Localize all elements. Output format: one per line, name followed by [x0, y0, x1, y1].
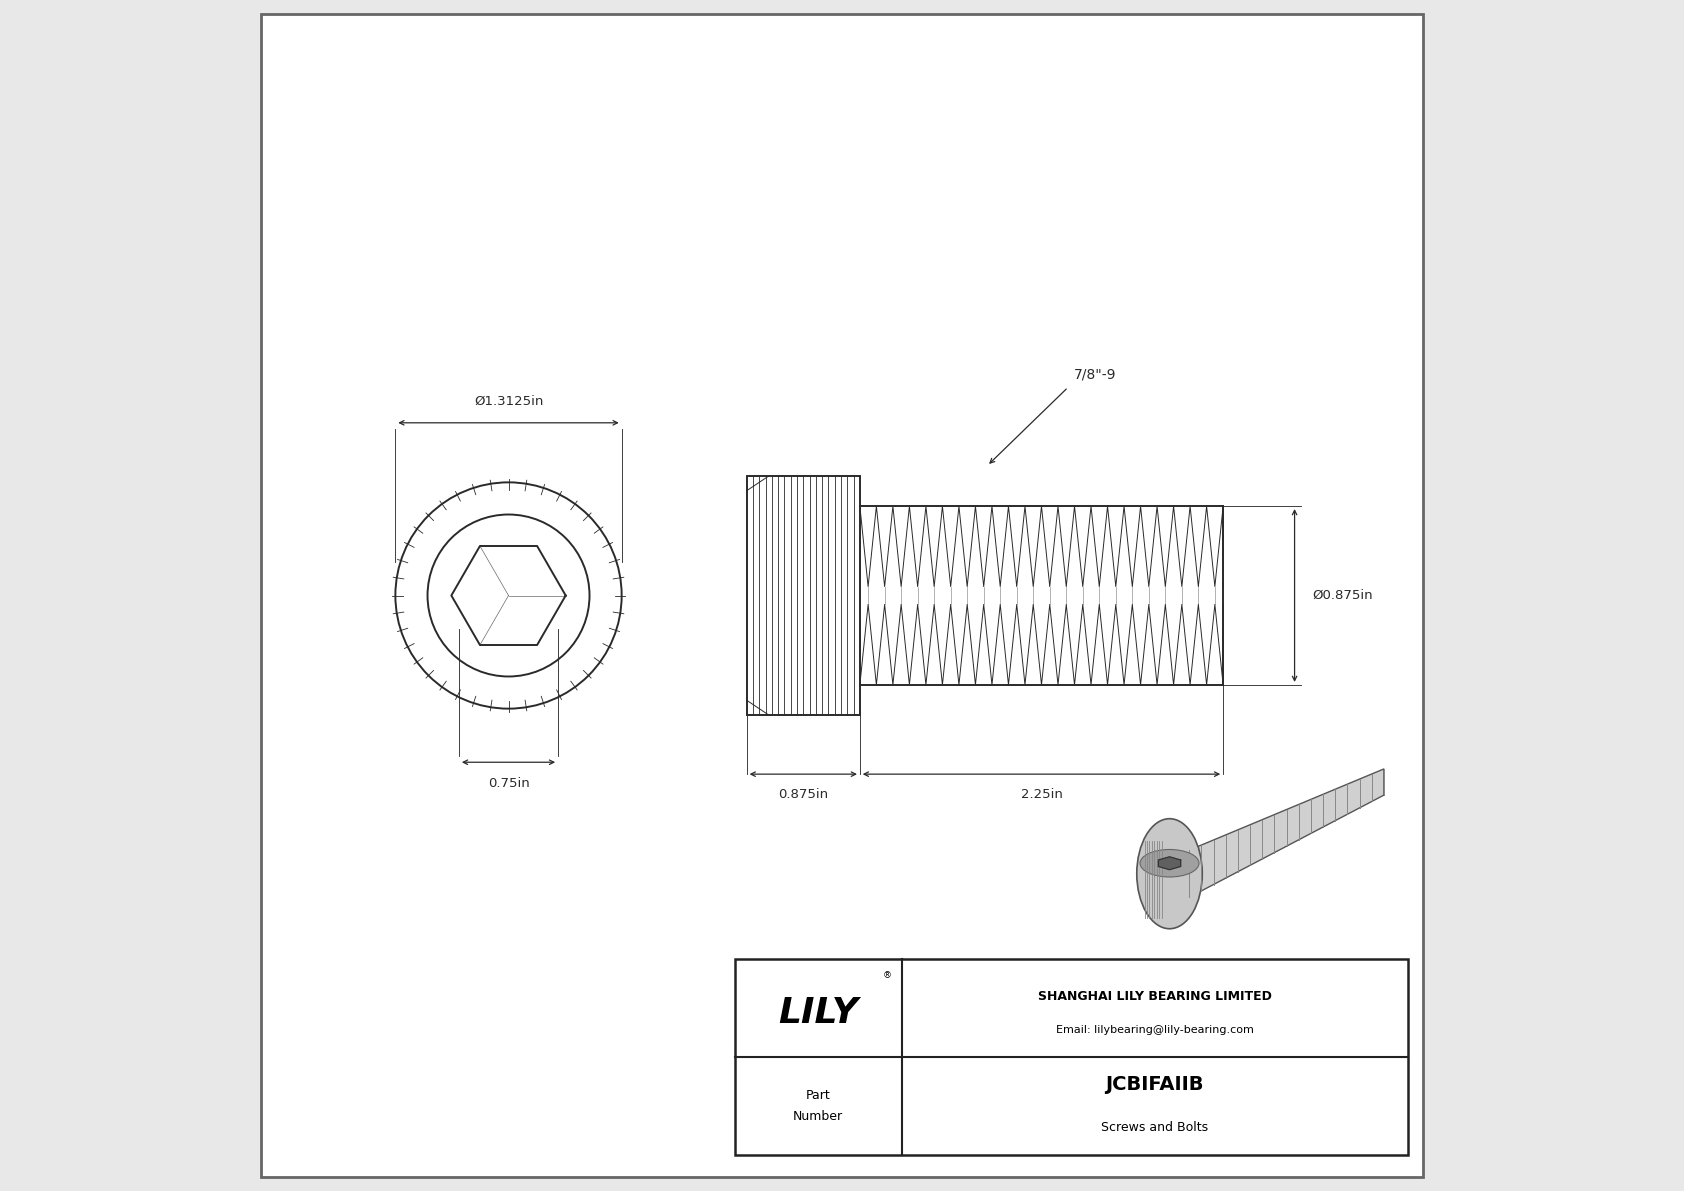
Text: 7/8"-9: 7/8"-9: [1074, 367, 1116, 381]
Ellipse shape: [1137, 818, 1202, 929]
Text: Email: lilybearing@lily-bearing.com: Email: lilybearing@lily-bearing.com: [1056, 1024, 1253, 1035]
Text: LILY: LILY: [778, 996, 859, 1030]
Polygon shape: [1159, 856, 1180, 869]
Text: 2.25in: 2.25in: [1021, 788, 1063, 802]
Text: ®: ®: [882, 971, 893, 980]
Ellipse shape: [1140, 849, 1199, 877]
Text: SHANGHAI LILY BEARING LIMITED: SHANGHAI LILY BEARING LIMITED: [1037, 990, 1271, 1003]
Text: 0.75in: 0.75in: [488, 777, 529, 790]
Text: JCBIFAIIB: JCBIFAIIB: [1105, 1075, 1204, 1095]
Bar: [734, 959, 1408, 1155]
Text: Ø0.875in: Ø0.875in: [1312, 590, 1372, 601]
Text: Ø1.3125in: Ø1.3125in: [473, 394, 544, 407]
Text: 0.875in: 0.875in: [778, 788, 829, 802]
Bar: [746, 476, 861, 715]
Text: Part
Number: Part Number: [793, 1089, 844, 1123]
Text: Screws and Bolts: Screws and Bolts: [1101, 1121, 1207, 1134]
Polygon shape: [1189, 769, 1384, 897]
